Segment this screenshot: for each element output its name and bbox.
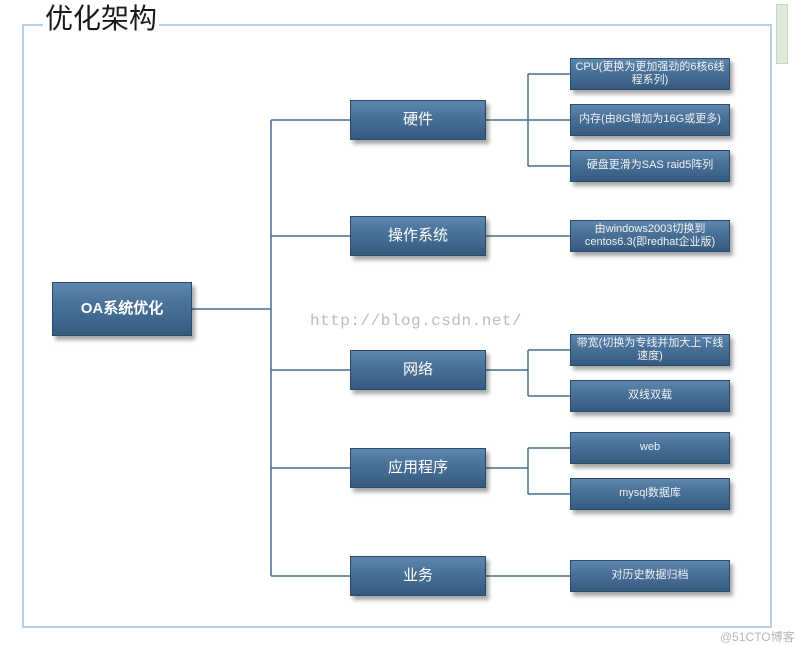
node-biz: 业务 [350,556,486,596]
node-bw: 带宽(切换为专线并加大上下线速度) [570,334,730,366]
node-mysql: mysql数据库 [570,478,730,510]
node-os: 操作系统 [350,216,486,256]
node-root: OA系统优化 [52,282,192,336]
node-app: 应用程序 [350,448,486,488]
node-dual: 双线双载 [570,380,730,412]
node-hw: 硬件 [350,100,486,140]
page-title: 优化架构 [43,4,159,35]
node-net: 网络 [350,350,486,390]
slide-accent [776,4,788,64]
node-cpu: CPU(更换为更加强劲的6核6线程系列) [570,58,730,90]
node-hist: 对历史数据归档 [570,560,730,592]
node-disk: 硬盘更滑为SAS raid5阵列 [570,150,730,182]
node-mem: 内存(由8G增加为16G或更多) [570,104,730,136]
node-web: web [570,432,730,464]
attribution-text: @51CTO博客 [720,628,795,645]
diagram-canvas: 优化架构 OA系统优化 硬件操作系统网络应用程序业务 CPU(更换为更加强劲的6核6… [0,0,806,644]
node-osleaf: 由windows2003切换到centos6.3(即redhat企业版) [570,220,730,252]
